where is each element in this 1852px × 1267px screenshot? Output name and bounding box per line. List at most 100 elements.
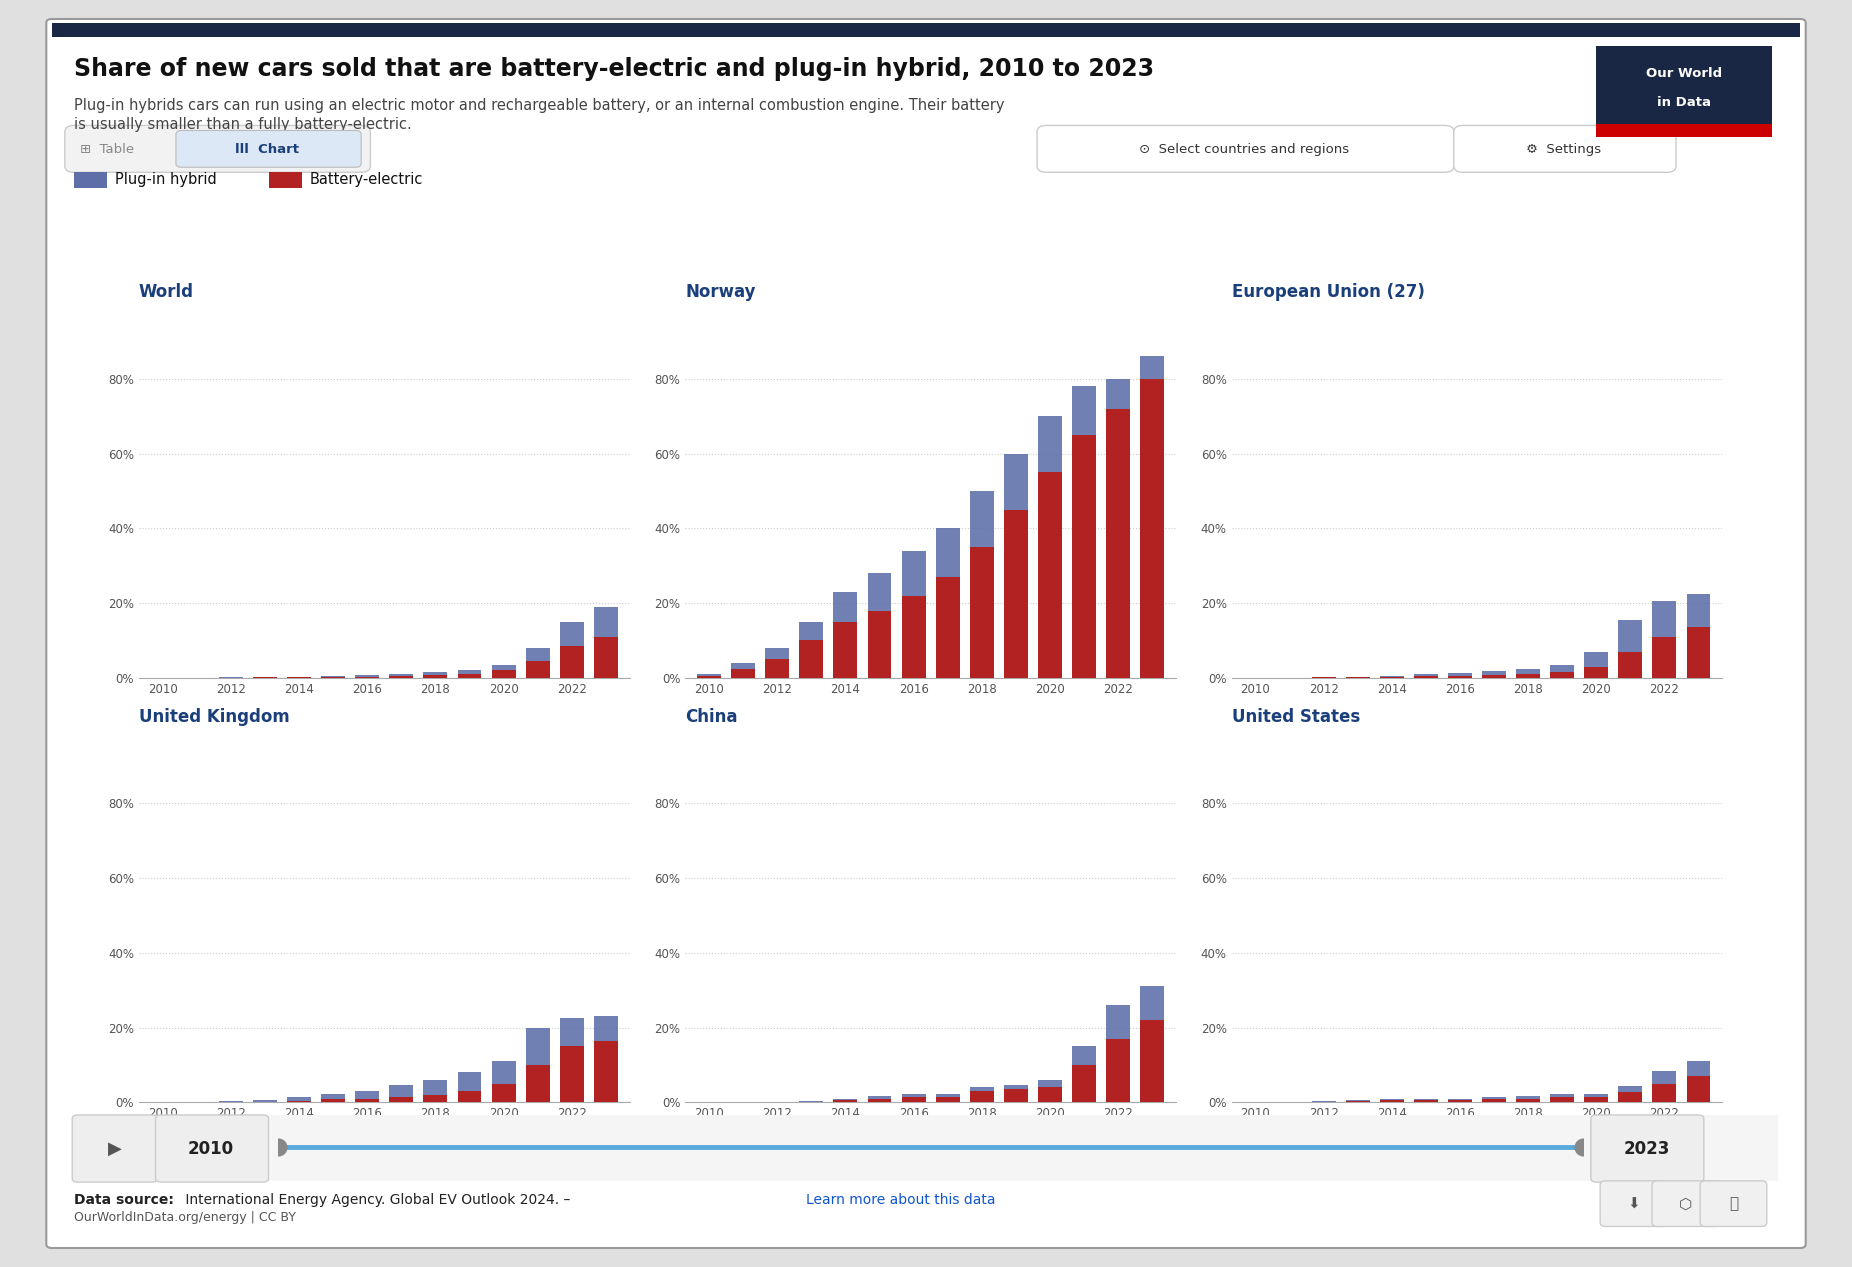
Bar [935, 528, 959, 576]
Bar [389, 677, 413, 678]
Text: European Union (27): European Union (27) [1232, 283, 1424, 302]
Bar [287, 1097, 311, 1101]
Bar [902, 595, 926, 678]
Bar [1106, 379, 1130, 409]
Bar [833, 1098, 857, 1101]
Bar [1652, 602, 1676, 637]
Bar [559, 646, 583, 678]
Bar [1413, 677, 1437, 678]
Bar [1619, 1092, 1643, 1102]
Bar [526, 1064, 550, 1102]
Bar [1619, 651, 1643, 678]
Bar [732, 663, 756, 669]
Bar [1106, 409, 1130, 678]
Bar [867, 1096, 891, 1098]
Bar [1380, 1098, 1404, 1101]
Bar [970, 1091, 995, 1102]
Text: ⊙  Select countries and regions: ⊙ Select countries and regions [1139, 143, 1350, 156]
Text: 2023: 2023 [1622, 1139, 1671, 1158]
Text: Learn more about this data: Learn more about this data [806, 1192, 995, 1206]
Bar [1619, 1086, 1643, 1092]
Text: ⬡: ⬡ [1678, 1196, 1693, 1211]
Text: Battery-electric: Battery-electric [309, 172, 422, 188]
Bar [1141, 356, 1165, 379]
Bar [457, 674, 482, 678]
Bar [491, 1083, 515, 1102]
Bar [559, 1047, 583, 1102]
Bar [1550, 1093, 1574, 1097]
Bar [970, 490, 995, 547]
Bar [1004, 1090, 1028, 1102]
Bar [902, 1093, 926, 1097]
Bar [1550, 1097, 1574, 1102]
Bar [935, 1097, 959, 1102]
Bar [970, 1087, 995, 1091]
Bar [1517, 1096, 1541, 1098]
Bar [833, 592, 857, 622]
Bar [1482, 672, 1506, 675]
Bar [800, 622, 824, 640]
Bar [1687, 1076, 1711, 1102]
Bar [1687, 1062, 1711, 1076]
Bar [1004, 454, 1028, 509]
Bar [491, 1062, 515, 1083]
Bar [594, 607, 619, 637]
Bar [1517, 674, 1541, 678]
Bar [935, 576, 959, 678]
Bar [833, 622, 857, 678]
Bar [1413, 1101, 1437, 1102]
Bar [1141, 379, 1165, 678]
Bar [867, 573, 891, 611]
Bar [1413, 674, 1437, 677]
Bar [1652, 637, 1676, 678]
Bar [1106, 1039, 1130, 1102]
Bar [1517, 1098, 1541, 1102]
Bar [594, 1040, 619, 1102]
Bar [457, 1072, 482, 1091]
Bar [526, 647, 550, 661]
Bar [970, 547, 995, 678]
Bar [1583, 651, 1608, 666]
Bar [320, 1093, 344, 1100]
Text: International Energy Agency. Global EV Outlook 2024. –: International Energy Agency. Global EV O… [181, 1192, 570, 1206]
Bar [457, 1091, 482, 1102]
Bar [1037, 1087, 1061, 1102]
Bar [1652, 1071, 1676, 1083]
Bar [389, 1086, 413, 1097]
Bar [594, 637, 619, 678]
Bar [1482, 675, 1506, 678]
Bar [424, 1095, 448, 1102]
Text: Our World: Our World [1646, 67, 1722, 80]
Bar [1072, 1047, 1096, 1064]
Bar [1550, 673, 1574, 678]
Bar [833, 1101, 857, 1102]
Bar [867, 1098, 891, 1102]
Text: Data source:: Data source: [74, 1192, 174, 1206]
Bar [424, 675, 448, 678]
Text: OurWorldInData.org/energy | CC BY: OurWorldInData.org/energy | CC BY [74, 1211, 296, 1224]
Bar [1037, 416, 1061, 473]
Bar [526, 1028, 550, 1064]
Bar [1004, 1085, 1028, 1090]
Bar [1448, 1098, 1472, 1101]
Bar [1037, 473, 1061, 678]
Bar [356, 675, 380, 677]
Text: ⬇: ⬇ [1628, 1196, 1639, 1211]
Bar [800, 640, 824, 678]
Bar [457, 670, 482, 674]
Text: China: China [685, 707, 737, 726]
Bar [1583, 666, 1608, 678]
Bar [594, 1016, 619, 1040]
Bar [1583, 1097, 1608, 1102]
Bar [1687, 594, 1711, 627]
Bar [356, 1098, 380, 1102]
Text: lll  Chart: lll Chart [235, 143, 298, 156]
Bar [765, 647, 789, 659]
Bar [902, 551, 926, 595]
Text: United States: United States [1232, 707, 1359, 726]
Text: is usually smaller than a fully battery-electric.: is usually smaller than a fully battery-… [74, 118, 411, 132]
Bar [902, 1097, 926, 1102]
Text: Share of new cars sold that are battery-electric and plug-in hybrid, 2010 to 202: Share of new cars sold that are battery-… [74, 57, 1154, 81]
Bar [1448, 1101, 1472, 1102]
Bar [1448, 673, 1472, 677]
